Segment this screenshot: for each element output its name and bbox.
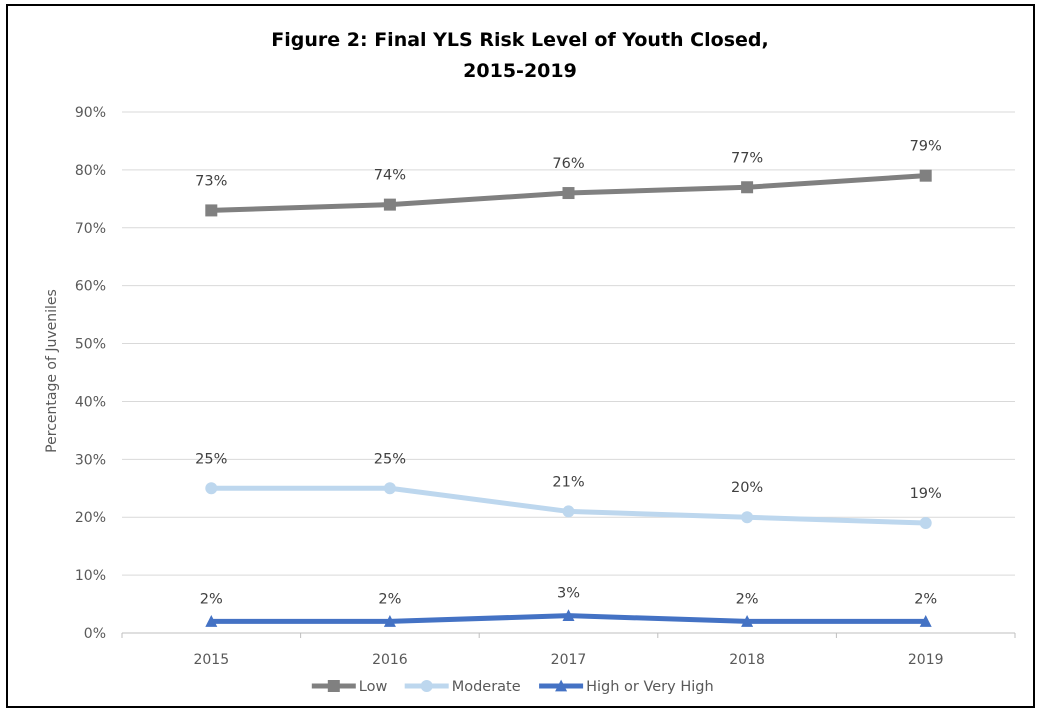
y-tick-label: 40% xyxy=(75,394,106,410)
point-low-2019 xyxy=(919,169,932,182)
chart-title: Figure 2: Final YLS Risk Level of Youth … xyxy=(271,29,768,82)
data-label-low-2016: 74% xyxy=(374,168,406,184)
point-moderate-2017 xyxy=(562,505,575,518)
x-tick-label: 2018 xyxy=(729,652,765,668)
y-tick-label: 0% xyxy=(84,626,106,642)
data-label-low-2018: 77% xyxy=(731,150,763,166)
y-axis-label: Percentage of Juveniles xyxy=(44,289,60,453)
data-label-moderate-2017: 21% xyxy=(552,474,584,490)
data-label-low-2019: 79% xyxy=(910,139,942,155)
point-moderate-2016 xyxy=(383,482,396,495)
y-tick-label: 20% xyxy=(75,510,106,526)
legend-marker-low xyxy=(327,680,340,692)
point-moderate-2019 xyxy=(919,517,932,530)
y-tick-label: 80% xyxy=(75,163,106,179)
point-high-or-very-high-2015 xyxy=(205,615,218,627)
point-low-2016 xyxy=(383,198,396,211)
y-tick-label: 70% xyxy=(75,221,106,237)
point-low-2015 xyxy=(205,204,218,217)
data-label-low-2015: 73% xyxy=(195,173,227,189)
chart-title-line-2: 2015-2019 xyxy=(463,60,577,82)
data-labels: 73% 74% 76% 77% 79% 25% 25% 21% 20% 19% 2% 2% 3% 2% 2% xyxy=(195,139,942,608)
gridlines xyxy=(122,111,1015,576)
legend-label-low: Low xyxy=(359,679,388,695)
axes xyxy=(121,632,1016,638)
data-label-high-or-very-high-2016: 2% xyxy=(378,591,401,607)
y-tick-label: 60% xyxy=(75,279,106,295)
legend-item-high-or-very-high[interactable]: High or Very High xyxy=(539,679,714,695)
data-label-moderate-2018: 20% xyxy=(731,480,763,496)
point-high-or-very-high-2018 xyxy=(741,615,754,627)
chart-frame xyxy=(6,4,1035,708)
y-tick-label: 30% xyxy=(75,452,106,468)
legend-item-low[interactable]: Low xyxy=(311,679,388,695)
point-high-or-very-high-2017 xyxy=(562,609,575,622)
y-tick-label: 10% xyxy=(75,568,106,584)
point-low-2018 xyxy=(741,181,754,194)
data-label-high-or-very-high-2019: 2% xyxy=(914,591,937,607)
legend-marker-high-or-very-high xyxy=(555,679,568,692)
data-label-high-or-very-high-2015: 2% xyxy=(200,591,223,607)
point-moderate-2015 xyxy=(205,482,218,495)
y-axis-ticks: 0% 10% 20% 30% 40% 50% 60% 70% 80% 90% xyxy=(75,105,106,642)
legend-label-high-or-very-high: High or Very High xyxy=(586,679,714,695)
legend-item-moderate[interactable]: Moderate xyxy=(404,679,521,695)
x-axis-ticks: 2015 2016 2017 2018 2019 xyxy=(193,652,943,668)
data-label-moderate-2019: 19% xyxy=(910,486,942,502)
y-tick-label: 50% xyxy=(75,337,106,353)
legend[interactable]: Low Moderate High or Very High xyxy=(311,679,714,695)
data-label-high-or-very-high-2017: 3% xyxy=(557,586,580,602)
point-moderate-2018 xyxy=(741,511,754,524)
series-group xyxy=(205,169,932,627)
x-tick-label: 2015 xyxy=(193,652,229,668)
point-low-2017 xyxy=(562,187,575,200)
legend-label-moderate: Moderate xyxy=(452,679,521,695)
x-tick-label: 2017 xyxy=(551,652,587,668)
data-label-low-2017: 76% xyxy=(552,156,584,172)
x-tick-label: 2016 xyxy=(372,652,408,668)
data-label-moderate-2015: 25% xyxy=(195,451,227,467)
x-tick-label: 2019 xyxy=(908,652,944,668)
point-high-or-very-high-2016 xyxy=(383,615,396,627)
y-tick-label: 90% xyxy=(75,105,106,121)
chart-title-line-1: Figure 2: Final YLS Risk Level of Youth … xyxy=(271,29,768,51)
data-label-high-or-very-high-2018: 2% xyxy=(736,591,759,607)
legend-marker-moderate xyxy=(420,680,433,692)
point-high-or-very-high-2019 xyxy=(919,615,932,627)
data-label-moderate-2016: 25% xyxy=(374,451,406,467)
